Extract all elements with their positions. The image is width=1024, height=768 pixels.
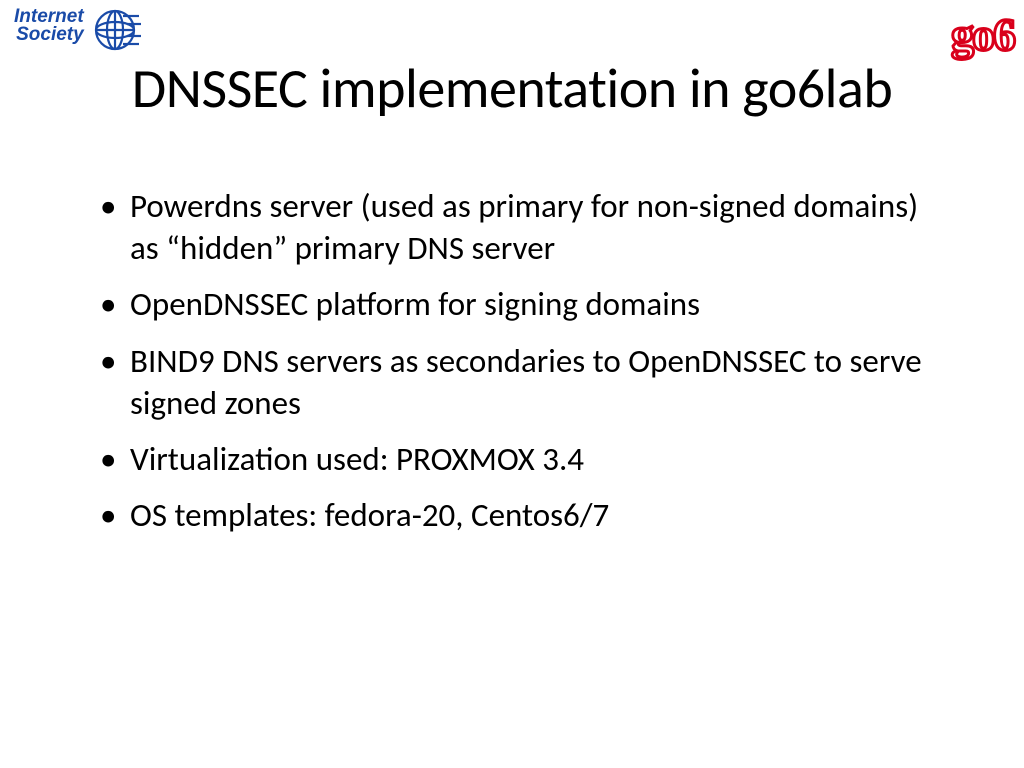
go6-text: go6 bbox=[951, 9, 1014, 60]
logo-left-text: Internet Society bbox=[14, 8, 84, 44]
bullet-list: Powerdns server (used as primary for non… bbox=[96, 185, 946, 551]
slide-title: DNSSEC implementation in go6lab bbox=[0, 55, 1024, 123]
bullet-item: OpenDNSSEC platform for signing domains bbox=[96, 283, 946, 325]
logo-left-line2: Society bbox=[16, 24, 84, 45]
globe-icon bbox=[93, 8, 141, 57]
bullet-item: OS templates: fedora-20, Centos6/7 bbox=[96, 494, 946, 536]
bullet-text: Powerdns server (used as primary for non… bbox=[130, 186, 918, 268]
bullet-item: Powerdns server (used as primary for non… bbox=[96, 185, 946, 269]
bullet-text: Virtualization used: PROXMOX 3.4 bbox=[130, 439, 584, 479]
bullet-item: BIND9 DNS servers as secondaries to Open… bbox=[96, 340, 946, 424]
bullet-item: Virtualization used: PROXMOX 3.4 bbox=[96, 438, 946, 480]
bullet-text: OpenDNSSEC platform for signing domains bbox=[130, 284, 700, 324]
bullet-text: BIND9 DNS servers as secondaries to Open… bbox=[130, 341, 922, 423]
go6-logo: go6 bbox=[951, 12, 1014, 58]
bullet-text: OS templates: fedora-20, Centos6/7 bbox=[130, 495, 609, 535]
